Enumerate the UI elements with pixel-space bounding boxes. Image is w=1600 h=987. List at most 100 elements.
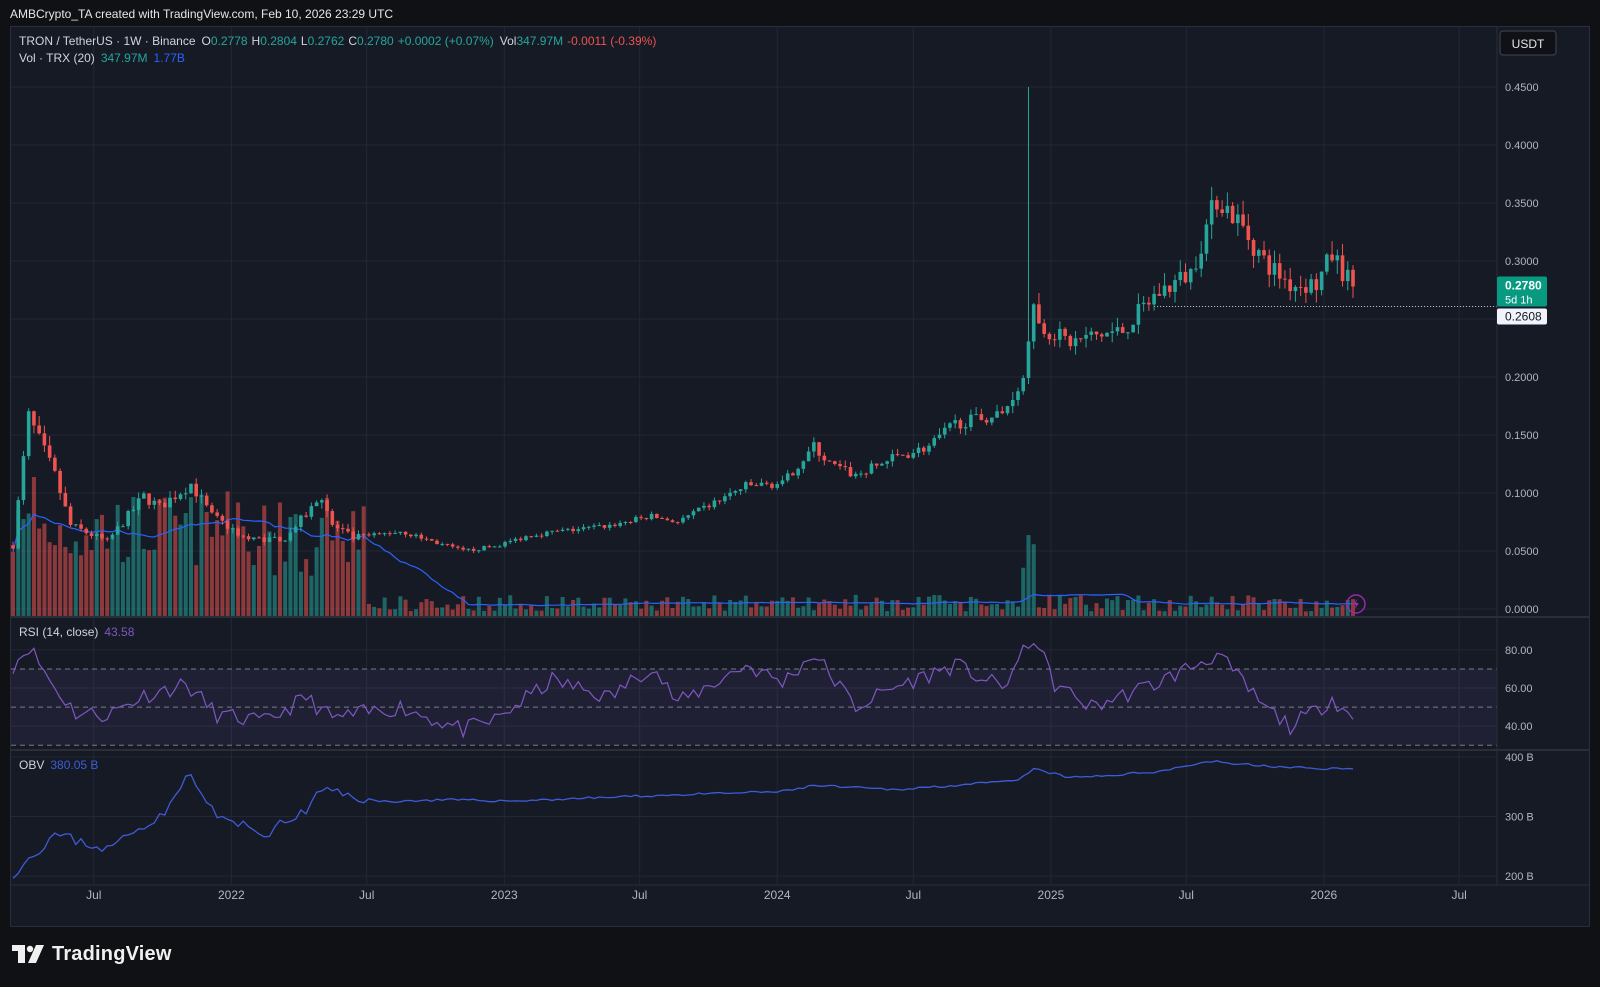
candle-body	[1325, 254, 1329, 272]
volume-bar	[1351, 599, 1355, 617]
candle-body	[63, 493, 68, 507]
time-tick-label: 2024	[764, 888, 791, 902]
candle-body	[393, 533, 397, 535]
volume-bar	[670, 607, 675, 617]
candle-body	[927, 445, 931, 452]
candle-body	[246, 536, 251, 540]
price-tick-label: 0.0000	[1505, 604, 1539, 616]
volume-legend[interactable]: Vol · TRX (20) 347.97M 1.77B	[19, 51, 185, 65]
candle-body	[68, 506, 73, 525]
close-value: 0.2780	[357, 34, 394, 48]
candle-body	[764, 482, 769, 484]
candle-body	[1199, 253, 1204, 269]
candle-body	[16, 500, 21, 549]
candle-body	[885, 461, 889, 464]
candle-body	[435, 540, 439, 544]
open-label: O	[202, 34, 211, 48]
volume-bar	[701, 602, 706, 617]
rsi-legend[interactable]: RSI (14, close) 43.58	[19, 625, 135, 639]
volume-bar	[1089, 611, 1094, 617]
candle-body	[686, 515, 691, 518]
candle-body	[110, 534, 115, 539]
candle-body	[1026, 341, 1031, 378]
volume-bar	[843, 599, 848, 617]
candle-body	[314, 502, 319, 507]
high-label: H	[252, 34, 261, 48]
volume-bar	[790, 597, 795, 617]
candle-body	[262, 537, 267, 543]
candle-body	[921, 447, 926, 452]
volume-bar	[42, 523, 47, 617]
volume-bar	[162, 497, 167, 617]
volume-bar	[429, 601, 434, 617]
volume-bar	[492, 610, 497, 617]
time-axis[interactable]: Jul 2022 Jul 2023 Jul 2024 Jul 2025 Jul 2026 Jul	[86, 888, 1467, 902]
volume-bar	[1193, 601, 1198, 617]
volume-bar	[126, 556, 131, 617]
footer-logo[interactable]: TradingView	[12, 938, 172, 970]
obv-legend[interactable]: OBV 380.05 B	[19, 758, 98, 772]
volume-bar	[1047, 595, 1052, 617]
obv-tick-label: 300 B	[1505, 812, 1534, 824]
candle-body	[675, 522, 680, 524]
candle-body	[623, 522, 628, 524]
candle-body	[388, 533, 392, 535]
symbol-legend[interactable]: TRON / TetherUS · 1W · Binance O0.2778 H0.…	[19, 34, 656, 48]
last-price-label: 0.2780 5d 1h	[1497, 276, 1547, 307]
volume-bar	[325, 498, 330, 617]
volume-bar	[1063, 603, 1068, 617]
volume-bar	[73, 541, 78, 617]
vol-label: Vol	[500, 34, 517, 48]
last-price-value: 0.2780	[1505, 279, 1542, 293]
candle-body	[471, 548, 476, 551]
volume-bar	[63, 546, 68, 617]
candle-body	[953, 420, 957, 424]
candle-body	[47, 445, 52, 458]
volume-bar	[628, 602, 633, 617]
volume-bar	[26, 513, 31, 617]
volume-bar	[979, 604, 984, 617]
volume-bar	[1303, 611, 1308, 617]
chart-frame[interactable]: 0.45000.40000.35000.30000.25000.20000.15…	[10, 26, 1590, 927]
volume-bar	[1016, 606, 1020, 617]
candle-body	[597, 525, 602, 527]
candle-body	[267, 537, 272, 543]
candle-body	[932, 438, 937, 446]
volume-bar	[612, 604, 617, 617]
rsi-line	[12, 642, 1354, 739]
close-label: C	[348, 34, 357, 48]
chart-canvas[interactable]: 0.45000.40000.35000.30000.25000.20000.15…	[11, 27, 1589, 926]
candle-body	[278, 536, 282, 542]
candle-body	[738, 489, 743, 492]
candle-body	[1152, 293, 1156, 305]
volume-bar	[419, 602, 424, 617]
candle-body	[53, 457, 57, 471]
volume-bar	[204, 511, 209, 617]
volume-bar	[1167, 600, 1172, 617]
lightning-icon[interactable]	[1346, 594, 1366, 614]
candle-body	[11, 545, 15, 549]
volume-bar	[1204, 604, 1209, 617]
candle-body	[21, 456, 26, 501]
symbol-name: TRON / TetherUS · 1W · Binance	[19, 34, 196, 48]
brand-name: TradingView	[52, 942, 172, 965]
volume-bar	[1335, 606, 1340, 617]
volume-bar	[440, 607, 445, 617]
volume-bar	[335, 520, 340, 617]
candle-body	[696, 507, 701, 512]
rsi-pane	[11, 642, 1497, 746]
candle-body	[545, 531, 549, 537]
price-tick-label: 0.2000	[1505, 372, 1539, 384]
volume-bar	[639, 608, 644, 617]
price-axis[interactable]: 0.45000.40000.35000.30000.25000.20000.15…	[1505, 82, 1539, 883]
candle-body	[1319, 271, 1324, 291]
price-tick-label: 0.3500	[1505, 198, 1539, 210]
currency-button[interactable]: USDT	[1499, 30, 1557, 56]
candle-body	[398, 531, 403, 534]
volume-bar	[1282, 601, 1287, 617]
volume-bar	[372, 606, 377, 617]
candle-body	[372, 533, 376, 536]
rsi-name: RSI (14, close)	[19, 625, 98, 639]
volume-bar	[445, 604, 450, 617]
volume-bar	[1330, 607, 1335, 617]
